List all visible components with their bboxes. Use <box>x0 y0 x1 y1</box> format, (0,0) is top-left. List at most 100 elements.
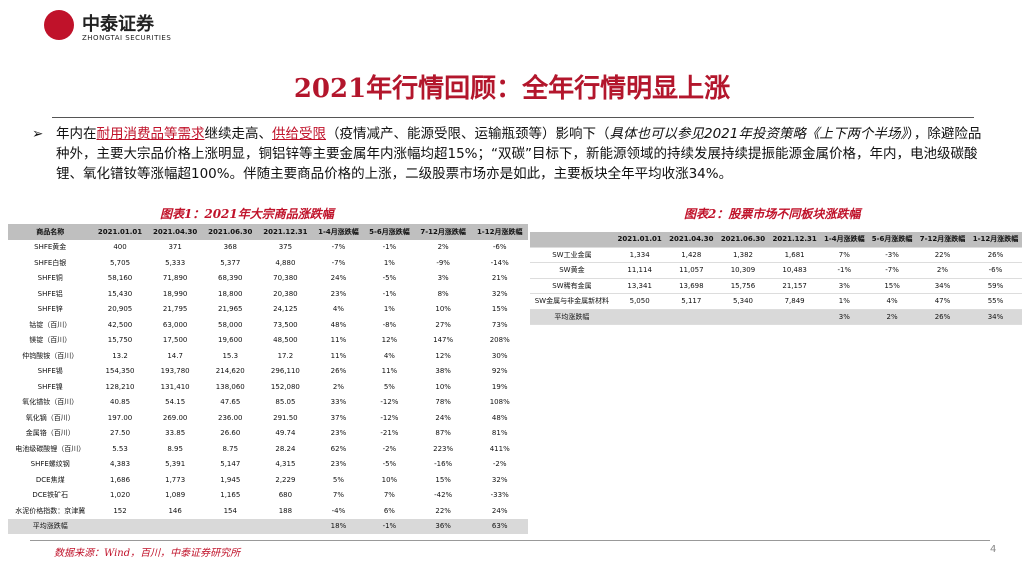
cell: 15,756 <box>730 281 756 290</box>
header-row: 商品名称 2021.01.01 2021.04.30 2021.06.30 2021.1… <box>8 224 528 240</box>
cell: SHFE锌 <box>37 305 63 314</box>
row: 水泥价格指数：京津冀 152 146 154 188 -4% 6% 22% 24% <box>8 503 528 519</box>
cell: 17.2 <box>277 351 294 360</box>
cell: 63% <box>471 518 528 534</box>
text: ），除避险品种外，主要大宗品价格上涨明显，铜铝锌等主要金属年内涨幅均超15%；“… <box>56 126 982 182</box>
page-number: 4 <box>990 544 997 555</box>
cell: 193,780 <box>160 367 190 376</box>
row: SHFE铝 15,430 18,990 18,800 20,380 23% -1% 8% 32% <box>8 286 528 302</box>
cell: -6% <box>988 266 1003 275</box>
cell: 138,060 <box>215 382 245 391</box>
cell: 197.00 <box>107 413 133 422</box>
cell: 1% <box>383 305 395 314</box>
row: SHFE白银 5,705 5,333 5,377 4,880 -7% 1% -9% -14% <box>8 255 528 271</box>
column-header: 5-6月涨跌幅 <box>363 224 415 240</box>
cell: 18,800 <box>218 289 243 298</box>
column-header <box>530 232 614 247</box>
cell: 1,334 <box>629 250 650 259</box>
cell: 55% <box>987 297 1004 306</box>
cell <box>202 518 258 534</box>
row: 氧化镝（百川） 197.00 269.00 236.00 291.50 37% -12% 24… <box>8 410 528 426</box>
cell: 氧化镝（百川） <box>25 413 75 422</box>
cell: 1,428 <box>681 250 702 259</box>
cell: 15,750 <box>107 336 133 345</box>
cell: 2,229 <box>275 475 296 484</box>
cell: -1% <box>382 243 397 252</box>
cell: 27% <box>435 320 451 329</box>
cell: 23% <box>330 429 347 438</box>
cell: 6% <box>383 506 395 515</box>
cell: 59% <box>987 281 1004 290</box>
cell: 10,483 <box>782 266 807 275</box>
cell: 34% <box>968 309 1022 325</box>
cell: 7% <box>838 250 850 259</box>
column-header: 2021.01.01 <box>92 224 148 240</box>
cell: 15,430 <box>107 289 133 298</box>
cell: SW黄金 <box>559 266 585 275</box>
column-header: 1-12月涨跌幅 <box>471 224 528 240</box>
cell: 12% <box>381 336 398 345</box>
cell: 5% <box>332 475 344 484</box>
cell: 24,125 <box>273 305 298 314</box>
row: 仲钨酸铵（百川） 13.2 14.7 15.3 17.2 11% 4% 12% 30% <box>8 348 528 364</box>
cell: 291.50 <box>273 413 298 422</box>
cell: 1,945 <box>220 475 241 484</box>
logo <box>44 10 74 40</box>
row: 金属铬（百川） 27.50 33.85 26.60 49.74 23% -21% 87% 81% <box>8 426 528 442</box>
cell: 22% <box>435 506 451 515</box>
row: SHFE黄金 400 371 368 375 -7% -1% 2% -6% <box>8 240 528 256</box>
row: DCE铁矿石 1,020 1,089 1,165 680 7% 7% -42% -33% <box>8 488 528 504</box>
cell: 1% <box>838 297 850 306</box>
text: （疫情减产、能源受限、运输瓶颈等）影响下（ <box>326 126 610 142</box>
cell: 1,165 <box>220 491 241 500</box>
cell: SHFE锡 <box>37 367 63 376</box>
cell: SHFE镍 <box>37 382 63 391</box>
cell: 24% <box>435 413 451 422</box>
cell: 26% <box>987 250 1004 259</box>
cell: 21,157 <box>782 281 807 290</box>
cell: 680 <box>278 491 293 500</box>
cell: 7% <box>332 491 344 500</box>
cell: SHFE螺纹钢 <box>30 460 70 469</box>
column-header: 2021.04.30 <box>665 232 718 247</box>
row: 平均涨跌幅 3% 2% 26% 34% <box>530 309 1022 325</box>
cell: 2% <box>437 243 449 252</box>
cell: 5% <box>383 382 395 391</box>
cell: 18% <box>312 518 364 534</box>
cell <box>147 518 203 534</box>
cell: 37% <box>330 413 347 422</box>
row: SHFE铜 58,160 71,890 68,390 70,380 24% -5% 3% 21% <box>8 271 528 287</box>
cell: 4% <box>332 305 344 314</box>
text: 继续走高、 <box>204 126 273 142</box>
cell: 11,057 <box>679 266 704 275</box>
cell: 21,795 <box>162 305 188 314</box>
highlight: 供给受限 <box>272 126 326 142</box>
cell: -12% <box>380 413 399 422</box>
cell: 7,849 <box>784 297 805 306</box>
cell: 54.15 <box>165 398 186 407</box>
brand: 中泰证券 <box>82 14 154 35</box>
cell: 24% <box>491 506 508 515</box>
cell: 147% <box>433 336 454 345</box>
brand-en: ZHONGTAI SECURITIES <box>82 34 172 42</box>
cell <box>768 309 821 325</box>
cell: 236.00 <box>218 413 243 422</box>
cell: -16% <box>434 460 453 469</box>
cell: 21,965 <box>218 305 243 314</box>
cell: 2% <box>332 382 344 391</box>
cell: 78% <box>435 398 451 407</box>
cell: 10,309 <box>730 266 756 275</box>
column-header: 2021.06.30 <box>202 224 258 240</box>
cell: 1% <box>383 258 395 267</box>
cell: -4% <box>331 506 346 515</box>
cell: 5,050 <box>629 297 650 306</box>
row: SW稀有金属 13,341 13,698 15,756 21,157 3% 15% 34% 59… <box>530 278 1022 294</box>
cell: 42,500 <box>107 320 133 329</box>
table: 2021.01.01 2021.04.30 2021.06.30 2021.12.31… <box>530 232 1022 325</box>
cell: 87% <box>435 429 451 438</box>
row: SW黄金 11,114 11,057 10,309 10,483 -1% -7% 2% -6% <box>530 263 1022 278</box>
column-header: 2021.12.31 <box>768 232 821 247</box>
cell: 5,333 <box>165 258 186 267</box>
cell: 36% <box>414 518 472 534</box>
cell: -21% <box>380 429 399 438</box>
